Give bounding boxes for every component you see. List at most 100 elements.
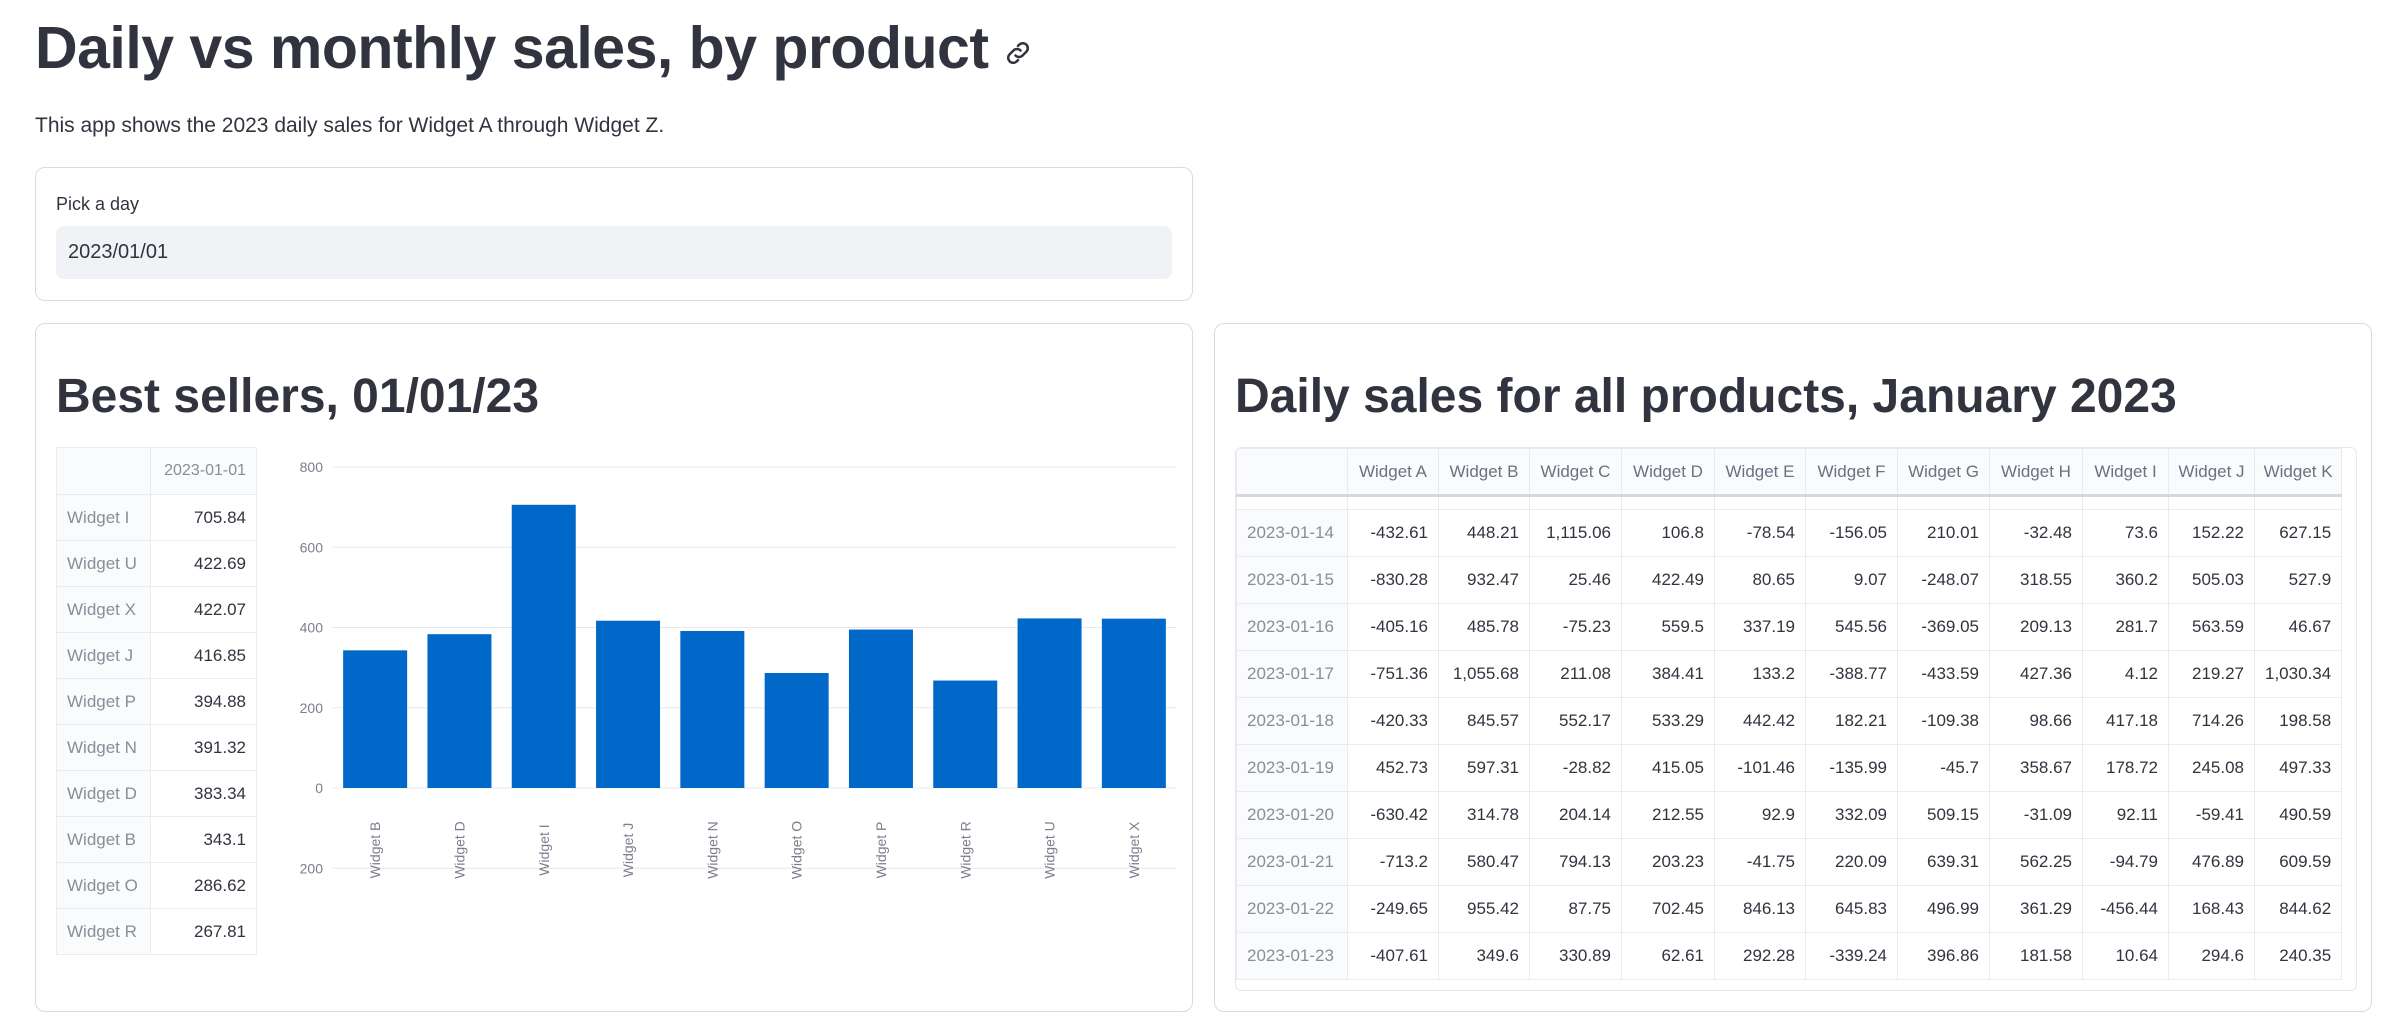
table-cell[interactable]: 396.86 (1897, 932, 1990, 980)
column-header[interactable]: Widget K (2253, 448, 2343, 496)
table-cell[interactable]: 496.99 (1897, 885, 1990, 933)
table-cell[interactable]: 10.64 (2082, 932, 2169, 980)
table-cell[interactable]: 349.6 (1438, 932, 1530, 980)
table-cell[interactable]: 73.6 (2082, 509, 2169, 557)
best-sellers-bar-chart[interactable]: 800 600 400 200 0 200 Widget B Widget D Widget I… (298, 445, 1178, 885)
table-cell[interactable]: 80.65 (1714, 556, 1806, 604)
bar-widget-i[interactable] (511, 504, 576, 788)
table-row[interactable]: 2023-01-19 452.73 597.31 -28.82 415.05 -101.4… (1236, 744, 2343, 792)
column-header[interactable]: Widget H (1989, 448, 2083, 496)
bar-widget-r[interactable] (933, 680, 998, 788)
table-cell[interactable]: 212.55 (1621, 791, 1715, 839)
table-cell[interactable]: -109.38 (1897, 697, 1990, 745)
table-cell[interactable]: 955.42 (1438, 885, 1530, 933)
table-cell[interactable]: 9.07 (1805, 556, 1898, 604)
table-cell[interactable]: 245.08 (2168, 744, 2255, 792)
table-cell[interactable]: 360.2 (2082, 556, 2169, 604)
table-row[interactable]: Widget X 422.07 (56, 586, 257, 633)
table-cell[interactable]: 580.47 (1438, 838, 1530, 886)
table-cell[interactable]: -751.36 (1347, 650, 1439, 698)
table-cell[interactable]: 209.13 (1989, 603, 2083, 651)
table-cell[interactable]: 292.28 (1714, 932, 1806, 980)
row-value[interactable]: 416.85 (150, 632, 257, 679)
table-cell[interactable]: 417.18 (2082, 697, 2169, 745)
table-cell[interactable]: 422.49 (1621, 556, 1715, 604)
table-row[interactable]: Widget R 267.81 (56, 908, 257, 955)
table-cell[interactable]: 1,055.68 (1438, 650, 1530, 698)
bar-widget-p[interactable] (848, 629, 913, 788)
monthly-sales-table[interactable]: Widget A Widget B Widget C Widget D Widget E… (1236, 448, 2343, 980)
table-row[interactable]: 2023-01-22 -249.65 955.42 87.75 702.45 846.13… (1236, 885, 2343, 933)
table-cell[interactable]: 545.56 (1805, 603, 1898, 651)
bar-widget-b[interactable] (343, 650, 408, 788)
table-cell[interactable]: 281.7 (2082, 603, 2169, 651)
table-cell[interactable]: 452.73 (1347, 744, 1439, 792)
row-value[interactable]: 422.07 (150, 586, 257, 633)
table-cell[interactable]: 846.13 (1714, 885, 1806, 933)
table-cell[interactable]: 46.67 (2253, 603, 2343, 651)
column-header[interactable]: Widget E (1714, 448, 1806, 496)
date-input[interactable] (56, 226, 1172, 279)
table-cell[interactable]: -456.44 (2082, 885, 2169, 933)
column-header[interactable]: Widget B (1438, 448, 1530, 496)
table-cell[interactable]: 505.03 (2168, 556, 2255, 604)
table-cell[interactable]: 844.62 (2253, 885, 2343, 933)
table-cell[interactable]: -713.2 (1347, 838, 1439, 886)
table-cell[interactable]: 497.33 (2253, 744, 2343, 792)
table-cell[interactable]: 563.59 (2168, 603, 2255, 651)
table-cell[interactable]: 219.27 (2168, 650, 2255, 698)
table-cell[interactable]: 330.89 (1529, 932, 1622, 980)
table-cell[interactable]: -101.46 (1714, 744, 1806, 792)
table-cell[interactable]: 645.83 (1805, 885, 1898, 933)
row-value[interactable]: 343.1 (150, 816, 257, 863)
table-cell[interactable]: 415.05 (1621, 744, 1715, 792)
row-value[interactable]: 422.69 (150, 540, 257, 587)
row-value[interactable]: 705.84 (150, 494, 257, 541)
table-row[interactable]: 2023-01-21 -713.2 580.47 794.13 203.23 -41.75… (1236, 838, 2343, 886)
monthly-sales-table-scroll[interactable]: Widget A Widget B Widget C Widget D Widget E… (1235, 447, 2357, 991)
table-cell[interactable]: 87.75 (1529, 885, 1622, 933)
table-cell[interactable]: 25.46 (1529, 556, 1622, 604)
table-cell[interactable]: -45.7 (1897, 744, 1990, 792)
table-cell[interactable]: 198.58 (2253, 697, 2343, 745)
table-cell[interactable]: 527.9 (2253, 556, 2343, 604)
table-row[interactable]: Widget U 422.69 (56, 540, 257, 587)
table-cell[interactable]: 1,030.34 (2253, 650, 2343, 698)
bar-widget-u[interactable] (1017, 618, 1082, 788)
table-cell[interactable]: -78.54 (1714, 509, 1806, 557)
bar-widget-n[interactable] (680, 630, 745, 788)
table-cell[interactable]: -41.75 (1714, 838, 1806, 886)
row-value[interactable]: 391.32 (150, 724, 257, 771)
table-cell[interactable]: 294.6 (2168, 932, 2255, 980)
table-cell[interactable]: 204.14 (1529, 791, 1622, 839)
column-header[interactable]: Widget G (1897, 448, 1990, 496)
table-cell[interactable]: 533.29 (1621, 697, 1715, 745)
table-cell[interactable]: -156.05 (1805, 509, 1898, 557)
table-row[interactable]: Widget I 705.84 (56, 494, 257, 541)
table-cell[interactable]: 314.78 (1438, 791, 1530, 839)
table-cell[interactable]: -369.05 (1897, 603, 1990, 651)
table-cell[interactable]: -388.77 (1805, 650, 1898, 698)
table-row[interactable]: 2023-01-16 -405.16 485.78 -75.23 559.5 337.19… (1236, 603, 2343, 651)
table-cell[interactable]: -31.09 (1989, 791, 2083, 839)
table-cell[interactable]: 845.57 (1438, 697, 1530, 745)
table-cell[interactable]: 4.12 (2082, 650, 2169, 698)
table-row[interactable]: Widget O 286.62 (56, 862, 257, 909)
table-cell[interactable]: 639.31 (1897, 838, 1990, 886)
table-cell[interactable]: -28.82 (1529, 744, 1622, 792)
table-cell[interactable]: -248.07 (1897, 556, 1990, 604)
row-value[interactable]: 394.88 (150, 678, 257, 725)
table-cell[interactable]: -405.16 (1347, 603, 1439, 651)
table-row[interactable]: 2023-01-15 -830.28 932.47 25.46 422.49 80.65 9… (1236, 556, 2343, 604)
table-cell[interactable]: 240.35 (2253, 932, 2343, 980)
table-row[interactable]: Widget N 391.32 (56, 724, 257, 771)
best-sellers-table[interactable]: 2023-01-01 Widget I 705.84 Widget U 422.69 W… (56, 447, 257, 955)
table-cell[interactable]: -339.24 (1805, 932, 1898, 980)
bar-widget-j[interactable] (596, 620, 661, 788)
table-cell[interactable]: -432.61 (1347, 509, 1439, 557)
table-cell[interactable]: 358.67 (1989, 744, 2083, 792)
table-cell[interactable]: 448.21 (1438, 509, 1530, 557)
table-cell[interactable]: 106.8 (1621, 509, 1715, 557)
table-cell[interactable]: 337.19 (1714, 603, 1806, 651)
table-cell[interactable]: 152.22 (2168, 509, 2255, 557)
